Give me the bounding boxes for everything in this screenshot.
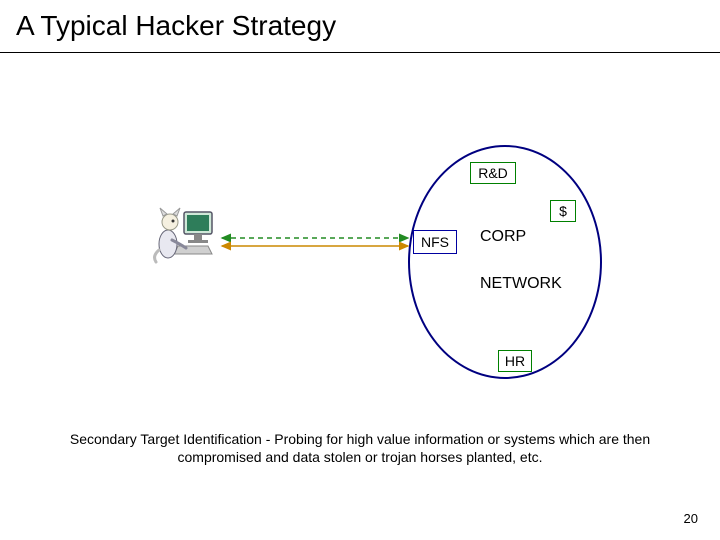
rd-node: R&D <box>470 162 516 184</box>
hr-node: HR <box>498 350 532 372</box>
slide-caption: Secondary Target Identification - Probin… <box>60 430 660 466</box>
page-number: 20 <box>684 511 698 526</box>
slide-title: A Typical Hacker Strategy <box>16 10 336 42</box>
dollar-label: $ <box>559 203 567 219</box>
hacker-icon <box>150 200 220 270</box>
rd-label: R&D <box>478 165 508 181</box>
corp-label: CORP <box>480 228 526 246</box>
nfs-label: NFS <box>421 234 449 250</box>
title-rule <box>0 52 720 53</box>
nfs-node: NFS <box>413 230 457 254</box>
connection-arrows <box>0 70 720 410</box>
hr-label: HR <box>505 353 525 369</box>
dollar-node: $ <box>550 200 576 222</box>
network-label: NETWORK <box>480 275 562 293</box>
diagram-stage: R&D $ NFS HR CORP NETWORK <box>0 70 720 410</box>
